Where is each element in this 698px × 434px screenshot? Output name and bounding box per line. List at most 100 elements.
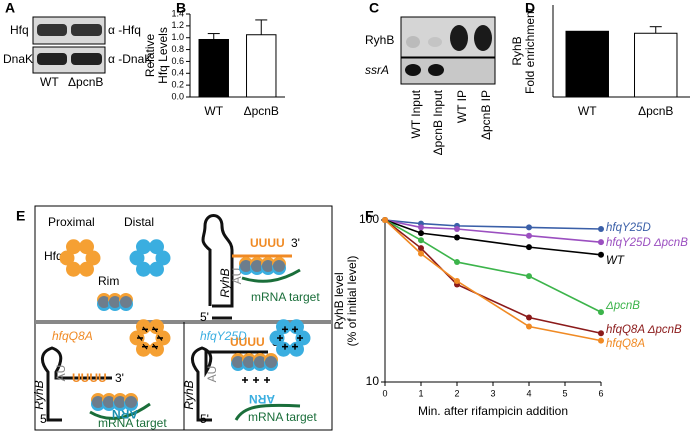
label: hfqY25D <box>200 329 247 343</box>
hfq-side <box>251 260 263 272</box>
label: hfqQ8A <box>52 329 93 343</box>
y-tick-label: 1.2 <box>171 20 184 30</box>
band <box>428 37 442 47</box>
point <box>598 239 604 246</box>
hfq-side <box>265 356 277 368</box>
row-label: ssrA <box>365 63 389 77</box>
point <box>418 230 424 237</box>
label: AU <box>205 366 219 383</box>
hfq-side <box>243 356 255 368</box>
rna <box>89 402 151 420</box>
rna <box>241 268 301 283</box>
y-tick-label: 0.0 <box>171 91 184 101</box>
panel-label: F <box>365 208 374 224</box>
y-tick-label: 0.2 <box>171 80 184 90</box>
bar <box>565 30 609 98</box>
panel-label: C <box>369 0 379 16</box>
panel-label: A <box>5 0 15 16</box>
panel-label: B <box>176 0 186 16</box>
antibody-label: α -DnaK <box>108 52 152 66</box>
legend-label: ΔpcnB <box>605 300 640 312</box>
x-tick-label: 6 <box>598 388 603 398</box>
legend-label: hfqY25D <box>606 222 651 234</box>
label: 3' <box>115 371 124 385</box>
y-axis-label: RyhB <box>510 36 524 65</box>
y-tick-label: 0.6 <box>171 56 184 66</box>
y-axis-label: Relative <box>143 34 157 78</box>
hfq-side <box>262 260 274 272</box>
point <box>454 234 460 241</box>
y-axis-label: Hfq Levels <box>156 27 170 84</box>
point <box>454 259 460 266</box>
point <box>526 232 532 239</box>
lane-label: WT IP <box>455 90 469 123</box>
point <box>598 251 604 258</box>
lane-label: ΔpcnB <box>68 75 103 89</box>
band <box>71 24 102 36</box>
x-tick-label: 4 <box>526 388 531 398</box>
point <box>454 225 460 232</box>
row-label: Hfq <box>10 23 29 37</box>
hfq-subunit <box>66 261 81 277</box>
hfq-subunit <box>136 341 151 357</box>
band <box>428 64 444 76</box>
hfq-subunit <box>79 239 94 255</box>
y-tick-label: 100 <box>359 212 379 226</box>
y-tick-label: 0.4 <box>171 68 184 78</box>
symbol <box>142 326 148 333</box>
x-tick-label: WT <box>578 104 597 118</box>
series-line <box>384 219 602 313</box>
point <box>526 273 532 280</box>
y-axis-label: Fold enrichment <box>523 7 537 94</box>
label: mRNA target <box>251 290 320 304</box>
x-tick-label: 1 <box>418 388 423 398</box>
point <box>418 250 424 257</box>
label: 3' <box>291 236 300 250</box>
band <box>71 53 102 65</box>
x-tick-label: ΔpcnB <box>638 104 673 118</box>
bar <box>198 38 229 98</box>
hfq-subunit <box>276 319 291 335</box>
point <box>526 244 532 251</box>
point <box>598 225 604 232</box>
diagram: Proximal Distal Hfq Rim RyhB AU UUUU 3' … <box>32 205 333 431</box>
symbol <box>157 335 163 341</box>
hfq-side <box>232 356 244 368</box>
band <box>474 25 492 51</box>
legend-label: WT <box>606 255 625 267</box>
legend-label: hfqQ8A ΔpcnB <box>606 324 682 336</box>
point <box>598 330 604 337</box>
label: 5' <box>200 310 209 324</box>
symbol <box>152 326 158 333</box>
x-tick-label: 3 <box>490 388 495 398</box>
label: RyhB <box>182 380 196 409</box>
label: UUUU <box>72 371 107 385</box>
symbol <box>137 335 143 341</box>
y-tick-label: 10 <box>366 374 380 388</box>
label: RyhB <box>32 380 46 409</box>
point <box>598 337 604 344</box>
y-tick-label: 1.4 <box>171 8 184 18</box>
panel-label: D <box>525 0 535 16</box>
hfq-subunit <box>136 239 151 255</box>
label: mRNA target <box>248 410 317 424</box>
band <box>406 36 420 48</box>
label: Hfq <box>44 249 63 263</box>
hfq-subunit <box>289 319 304 335</box>
hfq-subunit <box>155 250 171 266</box>
band <box>37 24 67 36</box>
x-tick-label: 2 <box>454 388 459 398</box>
label: UUUU <box>230 335 265 349</box>
hfq-subunit <box>149 319 164 335</box>
series-line <box>384 219 602 335</box>
hfq-subunit <box>289 341 304 357</box>
label: ARN <box>249 392 275 406</box>
point <box>454 278 460 285</box>
hfq-subunit <box>85 250 101 266</box>
rna <box>41 346 112 422</box>
bar <box>246 34 277 98</box>
label: Distal <box>124 215 154 229</box>
x-tick-label: WT <box>204 104 223 118</box>
hfq-side <box>109 296 121 308</box>
x-axis-label: Min. after rifampicin addition <box>418 404 568 418</box>
